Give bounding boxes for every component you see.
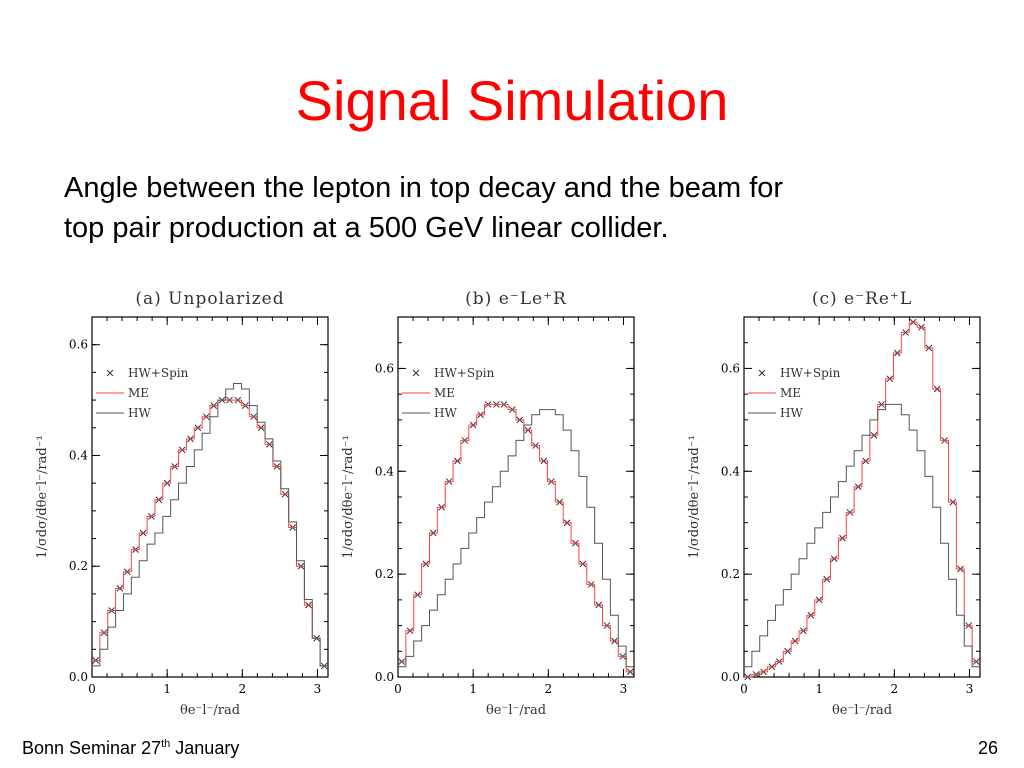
y-tick-label: 0.0 [375,670,394,684]
chart-panel-b: (b) e⁻Le⁺R 0.0 0.2 0.4 0.6 0 1 2 3 θe⁻l⁻/rad 1/σdσ… [334,280,644,725]
y-axis-label: 1/σdσ/dθe⁻l⁻/rad⁻¹ [35,435,50,559]
y-tick-label: 0.0 [721,670,740,684]
legend-label: ME [780,386,801,400]
y-axis-label: 1/σdσ/dθe⁻l⁻/rad⁻¹ [687,435,702,559]
chart-b-svg: (b) e⁻Le⁺R 0.0 0.2 0.4 0.6 0 1 2 3 θe⁻l⁻/rad 1/σdσ… [341,289,635,718]
y-tick-label: 0.4 [721,464,740,478]
legend-label: ME [434,386,455,400]
x-tick-label: 3 [620,682,628,696]
x-tick-label: 0 [740,682,748,696]
x-tick-label: 1 [163,682,171,696]
legend-label: HW [128,406,151,420]
x-tick-label: 0 [394,682,402,696]
y-tick-label: 0.2 [69,559,88,573]
x-tick-label: 2 [890,682,898,696]
series-me-line [744,321,980,678]
legend-marker-hw-spin [412,369,420,377]
legend-label: HW+Spin [128,366,189,380]
x-axis-label: θe⁻l⁻/rad [180,703,240,718]
footer-text-main: Bonn Seminar 27 [22,738,162,758]
chart-a-frame [91,316,329,678]
chart-c-svg: (c) e⁻Re⁺L 0.0 0.2 0.4 0.6 0 1 2 3 θe⁻l⁻/rad 1/σdσ… [687,289,981,718]
legend-label: HW [434,406,457,420]
y-tick-label: 0.2 [721,567,740,581]
x-tick-label: 0 [88,682,96,696]
x-tick-label: 3 [966,682,974,696]
x-tick-label: 1 [469,682,477,696]
x-axis-label: θe⁻l⁻/rad [832,703,892,718]
y-tick-label: 0.6 [375,361,394,375]
subtitle-line-1: Angle between the lepton in top decay an… [64,172,784,204]
subtitle-line-2: top pair production at a 500 GeV linear … [64,212,669,244]
y-tick-label: 0.2 [375,567,394,581]
series-hw-line [92,382,328,667]
footer-text-sup: th [161,738,171,750]
legend-label: HW [780,406,803,420]
footer-text-end: January [170,738,240,758]
series-hw-line [398,409,634,668]
x-tick-label: 2 [544,682,552,696]
series-me-line [398,403,634,673]
legend-label: HW+Spin [434,366,495,380]
page-number: 26 [977,738,998,758]
x-axis-label: θe⁻l⁻/rad [486,703,546,718]
y-tick-label: 0.0 [69,670,88,684]
x-tick-label: 3 [314,682,322,696]
chart-c-title: (c) e⁻Re⁺L [812,289,912,309]
y-tick-label: 0.6 [721,361,740,375]
footer-text: Bonn Seminar 27th January [22,738,239,759]
x-tick-label: 1 [815,682,823,696]
chart-a-title: (a) Unpolarized [135,289,284,309]
y-tick-label: 0.4 [69,448,88,462]
chart-b-title: (b) e⁻Le⁺R [465,289,567,309]
legend-label: ME [128,386,149,400]
y-axis-label: 1/σdσ/dθe⁻l⁻/rad⁻¹ [341,435,356,559]
x-tick-label: 2 [238,682,246,696]
series-me-line [92,399,328,667]
chart-panel-a: (a) Unpolarized 0.0 0.2 0.4 0.6 0 1 2 3 θe⁻l⁻/rad… [28,280,338,725]
legend-marker-hw-spin [758,369,766,377]
y-tick-label: 0.4 [375,464,394,478]
chart-a-svg: (a) Unpolarized 0.0 0.2 0.4 0.6 0 1 2 3 θe⁻l⁻/rad… [35,289,329,718]
chart-panel-c: (c) e⁻Re⁺L 0.0 0.2 0.4 0.6 0 1 2 3 θe⁻l⁻/rad 1/σdσ… [680,280,990,725]
legend-label: HW+Spin [780,366,841,380]
y-tick-label: 0.6 [69,338,88,352]
legend-marker-hw-spin [106,369,114,377]
slide-title: Signal Simulation [295,69,729,132]
series-hw-line [744,403,980,668]
slide-subtitle: Angle between the lepton in top decay an… [64,168,964,248]
